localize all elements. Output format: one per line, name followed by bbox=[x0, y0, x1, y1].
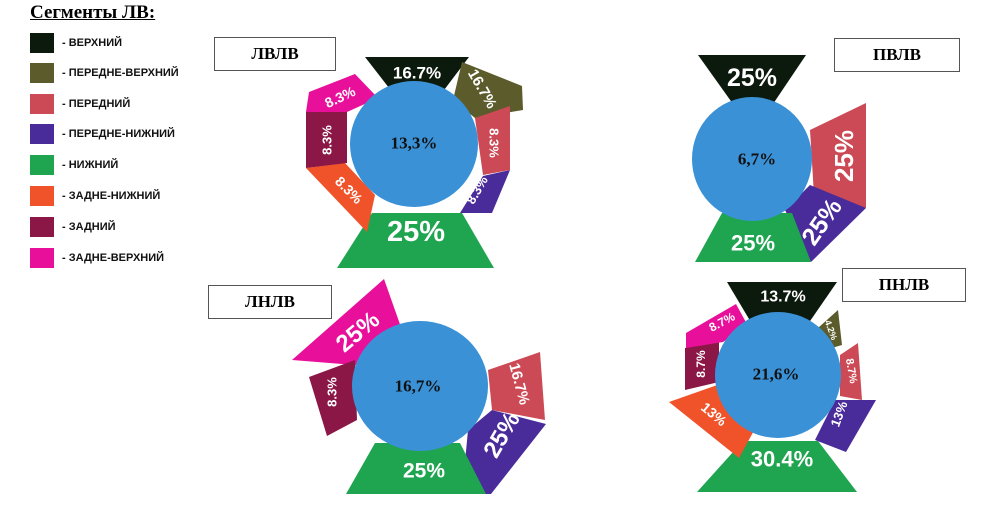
lvlv-segment-inferior bbox=[337, 213, 494, 268]
legend-label-superior: - ВЕРХНИЙ bbox=[62, 37, 123, 49]
pvlv-segment-inferior bbox=[695, 213, 811, 262]
legend-item-posterior: - ЗАДНИЙ bbox=[30, 216, 116, 238]
lvlv-center-label: 13,3% bbox=[391, 134, 438, 153]
lvlv-label-superior: 16.7% bbox=[393, 64, 441, 83]
legend-swatch-posterosuperior bbox=[30, 248, 54, 268]
lvlv-center-circle bbox=[350, 81, 478, 207]
lnlv-center-label: 16,7% bbox=[395, 377, 442, 396]
legend-item-inferior: - НИЖНИЙ bbox=[30, 154, 118, 176]
pvlv-diagram: 25% 25% 25% 25% 6,7% bbox=[692, 55, 866, 262]
legend-label-inferior: - НИЖНИЙ bbox=[62, 159, 119, 171]
pnlv-center-label: 21,6% bbox=[753, 365, 800, 384]
lnlv-segment-inferior bbox=[346, 443, 486, 494]
legend-title: Сегменты ЛВ: bbox=[30, 2, 156, 23]
lvlv-label-inferior: 25% bbox=[387, 216, 445, 248]
pnlv-center-circle bbox=[715, 312, 841, 438]
legend-label-anterior: - ПЕРЕДНИЙ bbox=[62, 98, 131, 110]
lvlv-segment-posterosuperior bbox=[306, 74, 378, 112]
legend-item-anteroinferior: - ПЕРЕДНЕ-НИЖНИЙ bbox=[30, 123, 175, 145]
legend-swatch-anterior bbox=[30, 94, 54, 114]
pvlv-segment-anterior bbox=[810, 103, 866, 208]
pvlv-label-superior: 25% bbox=[727, 64, 777, 92]
lnlv-name-box: ЛНЛВ bbox=[208, 285, 332, 319]
legend-item-posteroinferior: - ЗАДНЕ-НИЖНИЙ bbox=[30, 185, 160, 207]
pvlv-center-circle bbox=[692, 97, 812, 221]
legend-swatch-anterosuperior bbox=[30, 63, 54, 83]
pnlv-label-superior: 13.7% bbox=[760, 289, 805, 306]
legend-swatch-posterior bbox=[30, 217, 54, 237]
legend-swatch-anteroinferior bbox=[30, 124, 54, 144]
pvlv-segment-superior bbox=[698, 55, 806, 104]
lvlv-segment-posteroinferior bbox=[306, 163, 375, 232]
legend-label-anterosuperior: - ПЕРЕДНЕ-ВЕРХНИЙ bbox=[62, 67, 179, 79]
pvlv-label-anterior: 25% bbox=[829, 130, 859, 182]
legend-label-anteroinferior: - ПЕРЕДНЕ-НИЖНИЙ bbox=[62, 128, 175, 140]
lvlv-diagram: 16.7% 16.7% 8.3% 8.3% 25% 8.3% 8.3% 8.3%… bbox=[306, 57, 523, 268]
lnlv-segment-anterior bbox=[488, 352, 545, 420]
lvlv-segment-posterior bbox=[306, 112, 347, 168]
lvlv-segment-anterosuperior bbox=[453, 62, 523, 118]
pvlv-center-label: 6,7% bbox=[738, 150, 776, 169]
pnlv-name-box: ПНЛВ bbox=[842, 268, 966, 302]
lvlv-segment-anteroinferior bbox=[460, 170, 510, 213]
lvlv-label-anterior: 8.3% bbox=[487, 128, 502, 158]
lnlv-diagram: 25% 8.3% 16.7% 25% 25% 16,7% bbox=[292, 279, 546, 494]
lvlv-name-box: ЛВЛВ bbox=[214, 37, 336, 71]
legend-item-anterior: - ПЕРЕДНИЙ bbox=[30, 93, 130, 115]
legend-swatch-posteroinferior bbox=[30, 186, 54, 206]
legend-item-posterosuperior: - ЗАДНЕ-ВЕРХНИЙ bbox=[30, 247, 164, 269]
pvlv-name-box: ПВЛВ bbox=[834, 38, 960, 72]
pnlv-label-posterior: 8.7% bbox=[694, 350, 708, 378]
lnlv-center-circle bbox=[352, 321, 488, 451]
pnlv-segment-anterior bbox=[840, 343, 862, 400]
lnlv-label-posterior: 8.3% bbox=[325, 377, 340, 407]
legend-label-posteroinferior: - ЗАДНЕ-НИЖНИЙ bbox=[62, 190, 161, 202]
pvlv-segment-anteroinferior bbox=[785, 185, 866, 262]
legend-label-posterosuperior: - ЗАДНЕ-ВЕРХНИЙ bbox=[62, 252, 165, 264]
lnlv-label-inferior: 25% bbox=[403, 460, 445, 483]
lnlv-segment-anteroinferior bbox=[462, 410, 546, 494]
lnlv-segment-posterior bbox=[309, 360, 357, 436]
pnlv-segment-superior bbox=[727, 282, 837, 324]
pnlv-label-inferior: 30.4% bbox=[751, 447, 813, 472]
pnlv-segment-posterior bbox=[685, 340, 719, 390]
legend-swatch-inferior bbox=[30, 155, 54, 175]
legend-item-superior: - ВЕРХНИЙ bbox=[30, 32, 122, 54]
pvlv-label-inferior: 25% bbox=[731, 231, 775, 256]
legend-label-posterior: - ЗАДНИЙ bbox=[62, 221, 116, 233]
legend-item-anterosuperior: - ПЕРЕДНЕ-ВЕРХНИЙ bbox=[30, 62, 179, 84]
pnlv-diagram: 13.7% 4.2% 8.7% 13% 30.4% 13% 8.7% 8.7% … bbox=[669, 282, 876, 492]
pnlv-segment-anteroinferior bbox=[815, 400, 876, 452]
pnlv-segment-posterosuperior bbox=[686, 304, 748, 348]
pnlv-label-anterior: 8.7% bbox=[843, 358, 859, 385]
lvlv-segment-anterior bbox=[475, 106, 510, 175]
lvlv-label-posterior: 8.3% bbox=[320, 125, 335, 155]
legend-swatch-superior bbox=[30, 33, 54, 53]
